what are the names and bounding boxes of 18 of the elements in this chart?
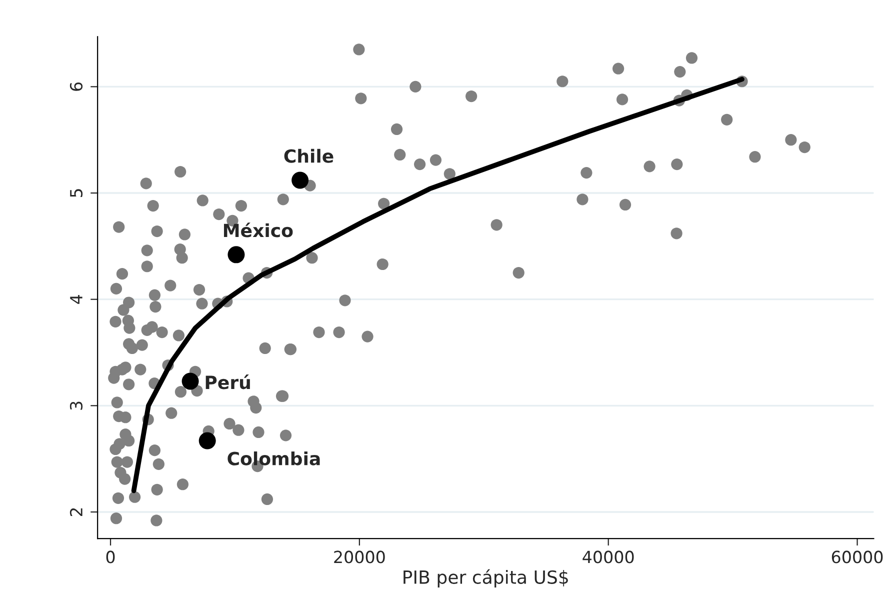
annotation: Colombia	[228, 451, 320, 466]
annotation: Perú	[206, 374, 250, 390]
point	[292, 172, 309, 189]
point	[182, 372, 199, 390]
x-tick-label: 20000	[334, 550, 385, 564]
point	[228, 246, 245, 264]
y-tick-label: 4	[70, 294, 82, 304]
point	[198, 432, 216, 450]
annotation: México	[224, 222, 293, 238]
x-axis-title: PIB per cápita US$	[404, 569, 568, 588]
y-tick-label: 6	[70, 82, 83, 91]
x-tick-label: 40000	[582, 550, 634, 564]
y-tick-label: 3	[70, 402, 83, 410]
x-tick-label: 60000	[832, 550, 883, 564]
x-tick-label: 0	[106, 550, 115, 564]
annotation: Chile	[284, 148, 334, 163]
y-tick-label: 2	[70, 508, 82, 516]
y-tick-label: 5	[70, 189, 83, 198]
